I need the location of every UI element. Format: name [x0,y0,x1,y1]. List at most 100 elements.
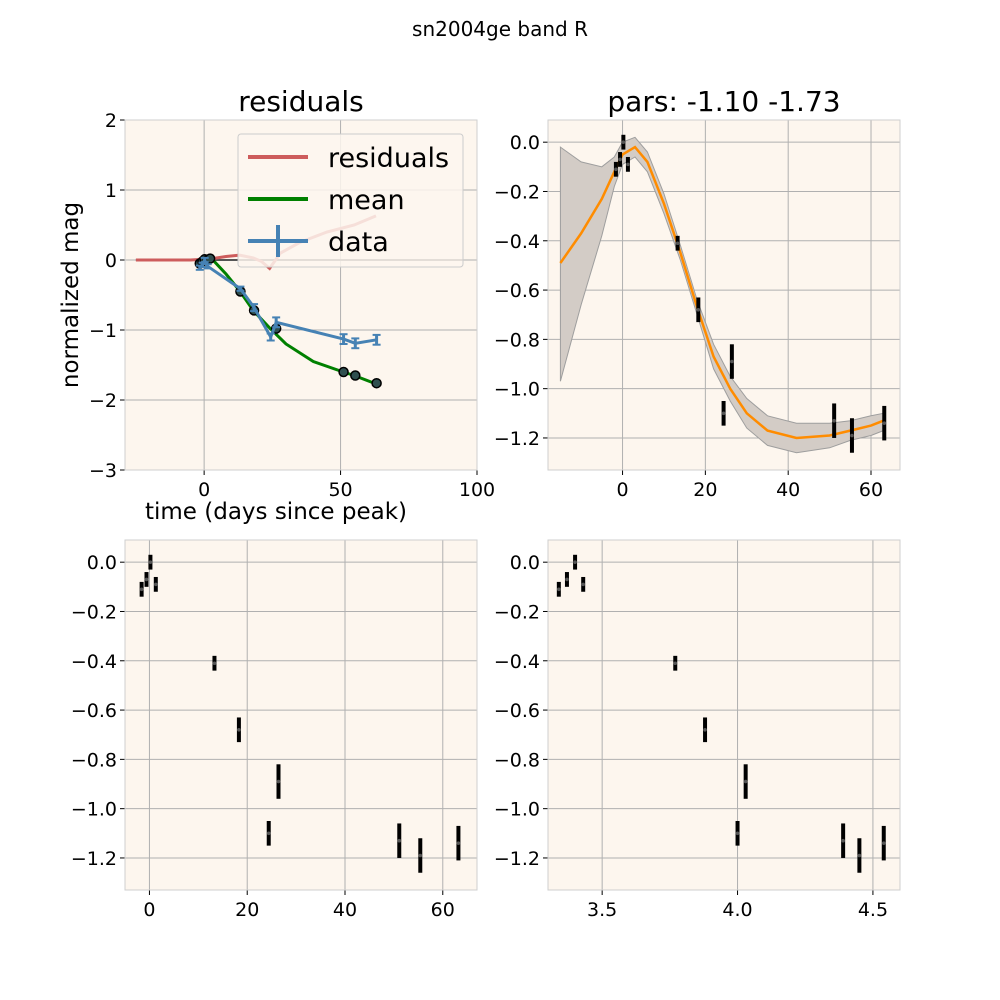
y-tick-label: −3 [89,460,117,482]
plot-area [125,540,477,890]
data-point [832,418,836,423]
y-tick-label: −0.4 [494,231,540,253]
data-point [721,411,726,416]
x-tick-label: 40 [776,479,800,501]
x-tick-label: 4.0 [722,899,752,921]
plot-frame [124,119,478,471]
y-tick-label: −0.8 [71,749,117,771]
y-tick-label: 0.0 [510,132,540,154]
y-tick-label: −0.2 [494,181,540,203]
data-point [418,853,423,858]
data-point [614,167,618,172]
y-tick-label: −0.4 [494,651,540,673]
data-point [618,157,622,162]
mean-point [371,377,382,389]
y-tick-label: 0 [105,250,117,272]
data-point [573,560,577,564]
x-tick-label: 20 [235,899,259,921]
y-tick-label: −0.4 [71,651,117,673]
y-tick-label: −0.2 [494,601,540,623]
data-point [730,359,734,364]
y-tick-label: −1.2 [71,848,117,870]
x-tick-label: 60 [431,899,455,921]
x-tick-label: 0 [616,479,628,501]
y-tick-label: −1.0 [494,799,540,821]
y-tick-label: −1.0 [494,379,540,401]
panel-title: pars: -1.10 -1.73 [607,85,840,118]
data-point [881,841,886,845]
y-tick-label: 1 [105,180,117,202]
data-point [144,577,149,582]
x-tick-label: 0 [143,899,155,921]
data-point [696,307,701,312]
data-point [557,587,561,592]
plot-marks [139,554,461,873]
data-point [237,727,241,732]
x-axis-label: time (days since peak) [145,499,407,525]
x-tick-label: 0 [198,479,210,501]
data-point [266,831,271,836]
data-point [154,582,158,587]
data-point [841,838,845,843]
mean-point [350,370,361,381]
data-point [148,560,153,564]
data-point [673,661,678,666]
data-point [276,779,281,784]
y-tick-label: 0.0 [510,552,540,574]
y-tick-label: −0.6 [494,700,540,722]
legend-frame [237,133,464,268]
panel-2: 0 20 40 60 0.0 −0.2 −0.4 −0.6 −0.8 −1.0 −1.2 pars: … [494,85,901,501]
x-tick-label: 20 [693,479,717,501]
x-tick-label: 40 [333,899,357,921]
y-tick-label: −0.6 [494,280,540,302]
plot-frame [547,539,901,891]
data-point [626,162,630,167]
x-tick-label: 50 [328,479,352,501]
figure-title: sn2004ge band R [412,17,588,41]
data-point [735,831,740,836]
data-point [565,577,569,582]
data-point [212,661,217,666]
plot-marks [559,134,887,454]
panel-1: 0 50 100−3−2−1012residualsmeandataresidual… [58,85,495,525]
y-tick-label: 0.0 [87,552,117,574]
data-point [743,779,748,784]
y-tick-label: −1.2 [494,848,540,870]
y-tick-label: −0.2 [71,601,117,623]
y-tick-label: −0.8 [494,749,540,771]
data-point [882,421,887,425]
panel-title: residuals [238,85,364,118]
y-axis-label: normalized mag [58,202,84,388]
panel-4: 3.5 4.0 4.5 0.0 −0.2 −0.4 −0.6 −0.8 −1.0 −1.2 [494,539,901,921]
y-tick-label: −0.6 [71,700,117,722]
legend: residuals mean data [237,133,464,268]
data-point [703,727,707,732]
data-point [397,838,402,843]
data-point [675,241,680,246]
y-tick-label: 2 [105,110,117,132]
y-tick-label: −1.2 [494,428,540,450]
plot-frame [124,539,478,891]
x-tick-label: 4.5 [858,899,888,921]
plot-marks [556,554,886,873]
plot-area [548,540,900,890]
data-point [456,841,461,845]
panel-3: 0 20 40 60 0.0 −0.2 −0.4 −0.6 −0.8 −1.0 −1.2 [71,539,478,921]
legend-label: data [328,227,389,258]
legend-label: residuals [328,143,449,174]
y-tick-label: −0.8 [494,329,540,351]
data-point [581,582,585,587]
mean-point [338,366,349,378]
data-point [621,140,626,144]
data-point [850,433,854,438]
x-tick-label: 100 [459,479,495,501]
plot-frame [547,119,901,471]
y-tick-label: −1.0 [71,799,117,821]
x-tick-label: 3.5 [587,899,617,921]
y-tick-label: −1 [89,320,117,342]
data-point [139,587,144,592]
data-point [857,853,862,858]
y-tick-label: −2 [89,390,117,412]
x-tick-label: 60 [859,479,883,501]
